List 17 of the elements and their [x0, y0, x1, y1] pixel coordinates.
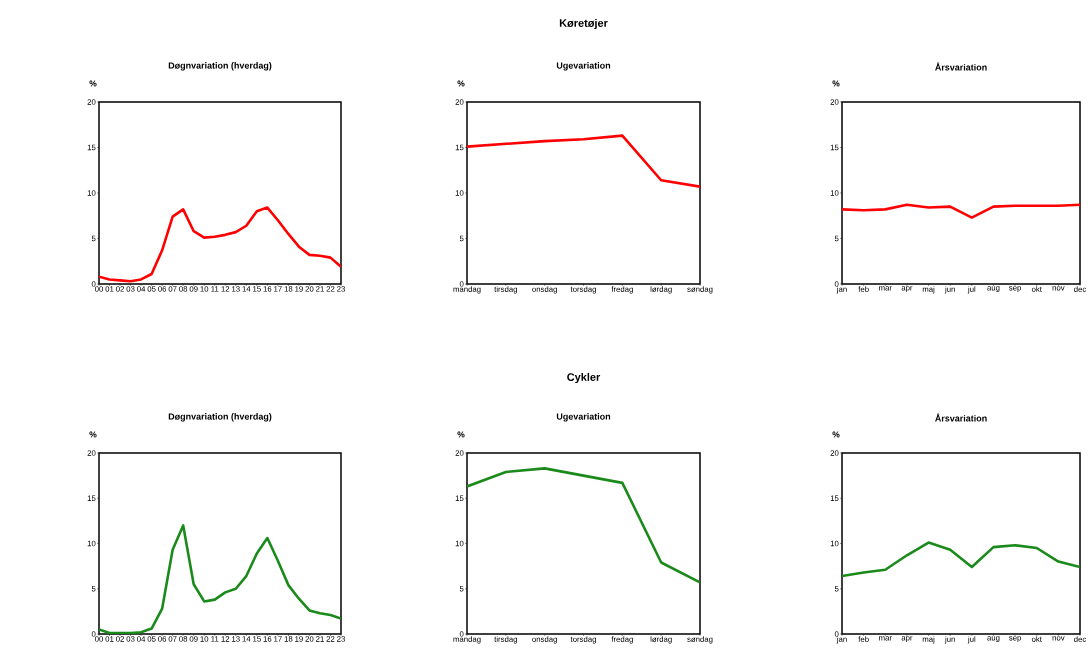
line-series: [842, 541, 1081, 578]
chart-title: Ugevariation: [556, 62, 611, 71]
chart-title: Døgnvariation (hverdag): [168, 413, 272, 422]
text: Køretøjer: [559, 18, 608, 30]
y-axis-title: %: [89, 431, 97, 438]
y-axis-title: %: [457, 80, 465, 87]
line-series: [99, 206, 341, 283]
y-axis-title: %: [832, 431, 840, 438]
y-axis-title: %: [89, 80, 97, 87]
chart-title: Årsvariation: [935, 62, 987, 71]
y-axis-title: %: [832, 80, 840, 87]
text: Cykler: [567, 372, 601, 384]
y-axis-title: %: [457, 431, 465, 438]
line-series: [467, 467, 701, 584]
chart-title: Årsvariation: [935, 413, 987, 422]
chart-title: Ugevariation: [556, 413, 611, 422]
chart-title: Døgnvariation (hverdag): [168, 62, 272, 71]
